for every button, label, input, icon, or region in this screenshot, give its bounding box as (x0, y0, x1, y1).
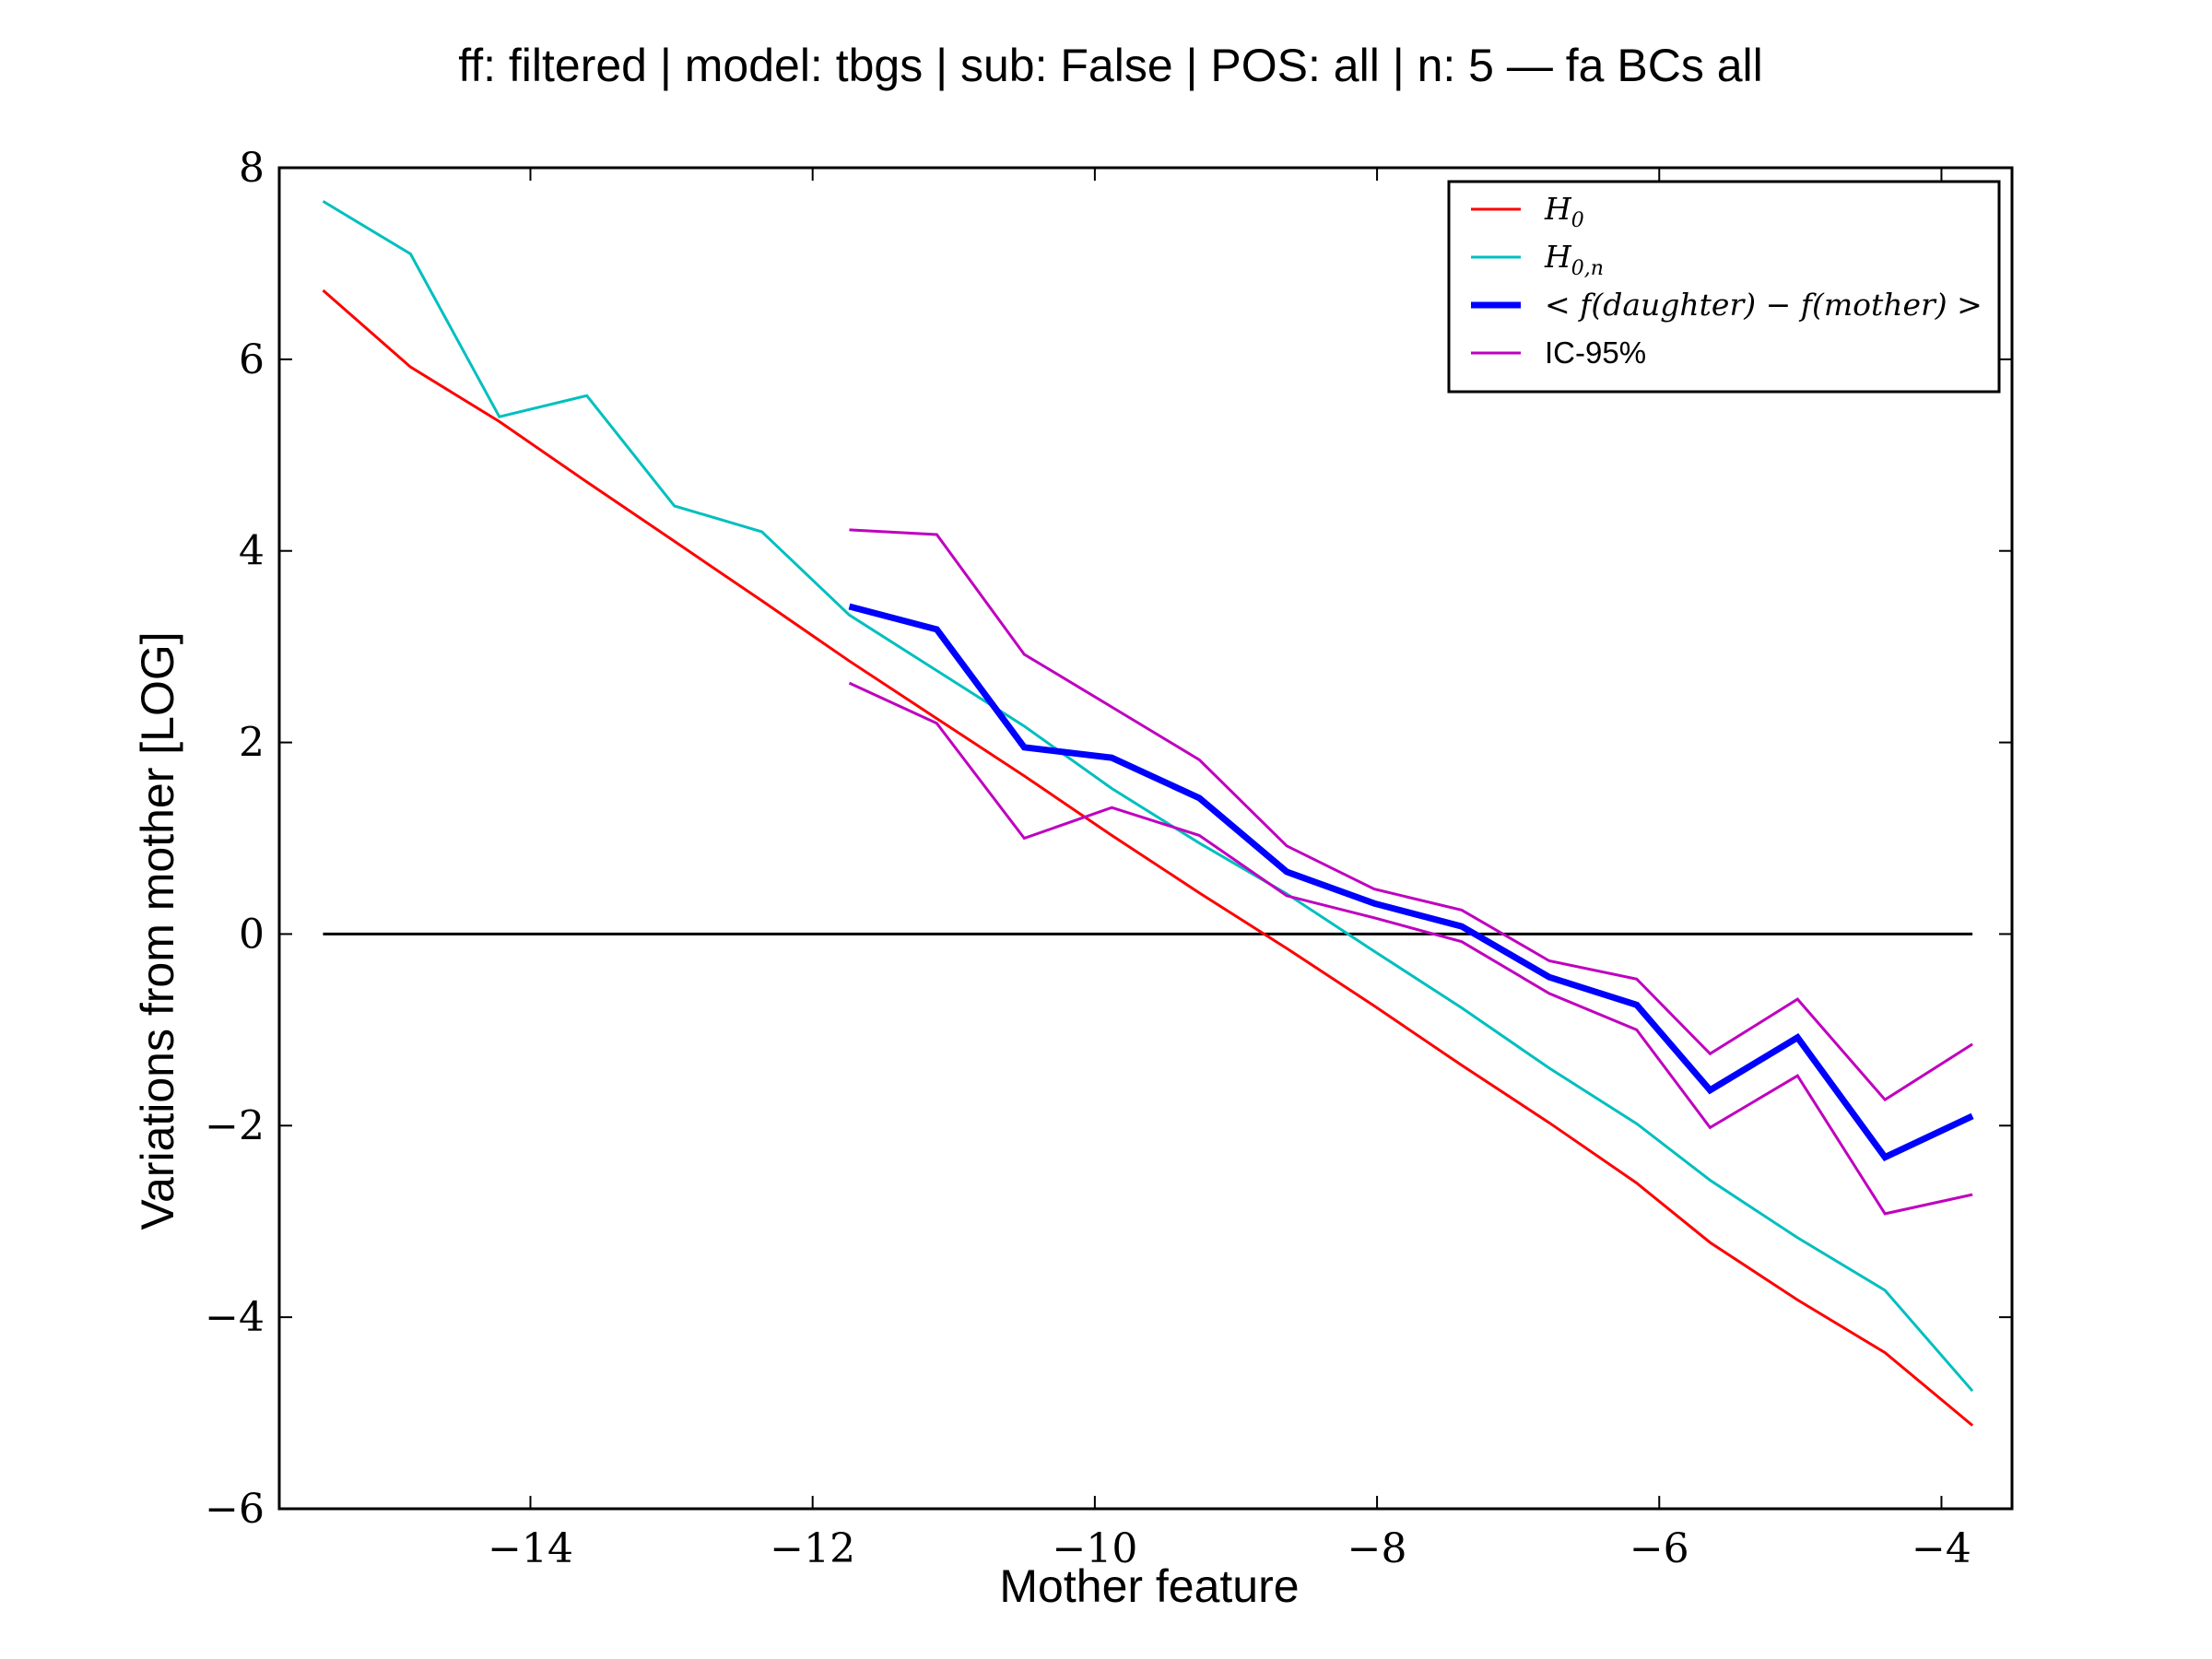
series-line-4 (848, 681, 1973, 1216)
y-tick-label: −4 (205, 1294, 265, 1341)
legend-label: < f(daughter) − f(mother) > (1545, 287, 1983, 323)
y-axis: −6 −4 −2 0 2 4 6 8 (205, 145, 2012, 1533)
plot-area (277, 166, 2014, 1511)
x-tick-label: −10 (1052, 1525, 1137, 1572)
x-tick-label: −8 (1347, 1525, 1407, 1572)
series-line-0 (322, 288, 1974, 1427)
x-axis-label: Mother feature (999, 1560, 1299, 1612)
y-tick-label: 2 (239, 720, 265, 767)
x-axis: −14 −12 −10 −8 −6 −4 (488, 168, 1971, 1572)
y-tick-label: 8 (239, 145, 265, 192)
plot-frame (277, 166, 2014, 1511)
y-tick-label: 0 (239, 911, 265, 958)
y-tick-label: 4 (239, 528, 265, 575)
legend-label: IC-95% (1545, 335, 1646, 370)
x-tick-label: −12 (770, 1525, 855, 1572)
y-axis-label: Variations from mother [LOG] (132, 631, 183, 1230)
y-tick-label: −2 (205, 1102, 265, 1149)
y-tick-label: 6 (239, 336, 265, 383)
series-line-3 (849, 528, 1973, 1102)
legend-box (1447, 180, 2001, 394)
series-line-1 (322, 200, 1974, 1393)
x-tick-label: −14 (488, 1525, 573, 1572)
y-tick-label: −6 (205, 1486, 265, 1533)
chart-title: ff: filtered | model: tbgs | sub: False … (458, 40, 1763, 91)
series-line-2 (848, 603, 1974, 1161)
x-tick-label: −4 (1912, 1525, 1971, 1572)
x-tick-label: −6 (1630, 1525, 1689, 1572)
